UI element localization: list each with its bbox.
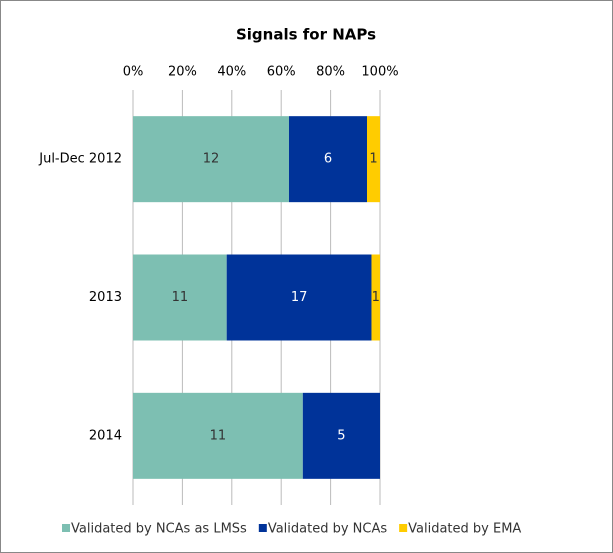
- bar-segment: [133, 392, 303, 479]
- bar-segment: [133, 254, 227, 341]
- data-label: 5: [337, 428, 345, 443]
- bar-segment: [226, 254, 372, 341]
- data-label: 17: [291, 290, 308, 305]
- x-tick-label: 0%: [123, 65, 144, 80]
- legend-label: Validated by NCAs: [268, 522, 388, 537]
- y-tick-label: 2013: [89, 290, 122, 305]
- bar-segment: [133, 116, 289, 203]
- chart-title: Signals for NAPs: [236, 26, 376, 44]
- legend-label: Validated by EMA: [408, 522, 521, 537]
- legend-swatch: [258, 524, 267, 532]
- data-label: 1: [372, 290, 380, 305]
- legend-swatch: [62, 524, 70, 532]
- data-label: 11: [210, 428, 227, 443]
- y-tick-label: 2014: [89, 428, 122, 443]
- bar-segment: [302, 392, 380, 479]
- data-label: 1: [369, 152, 377, 167]
- bar-segment: [367, 116, 380, 203]
- y-tick-label: Jul-Dec 2012: [38, 152, 122, 167]
- legend-label: Validated by NCAs as LMSs: [71, 522, 247, 537]
- x-tick-label: 100%: [361, 65, 398, 80]
- x-tick-label: 20%: [168, 65, 197, 80]
- data-label: 12: [203, 152, 220, 167]
- bar-segment: [289, 116, 367, 203]
- x-tick-label: 40%: [217, 65, 246, 80]
- x-tick-label: 80%: [316, 65, 345, 80]
- bar-segment: [371, 254, 380, 341]
- data-label: 6: [324, 152, 332, 167]
- data-label: 11: [172, 290, 189, 305]
- legend-swatch: [399, 524, 408, 532]
- x-tick-label: 60%: [267, 65, 296, 80]
